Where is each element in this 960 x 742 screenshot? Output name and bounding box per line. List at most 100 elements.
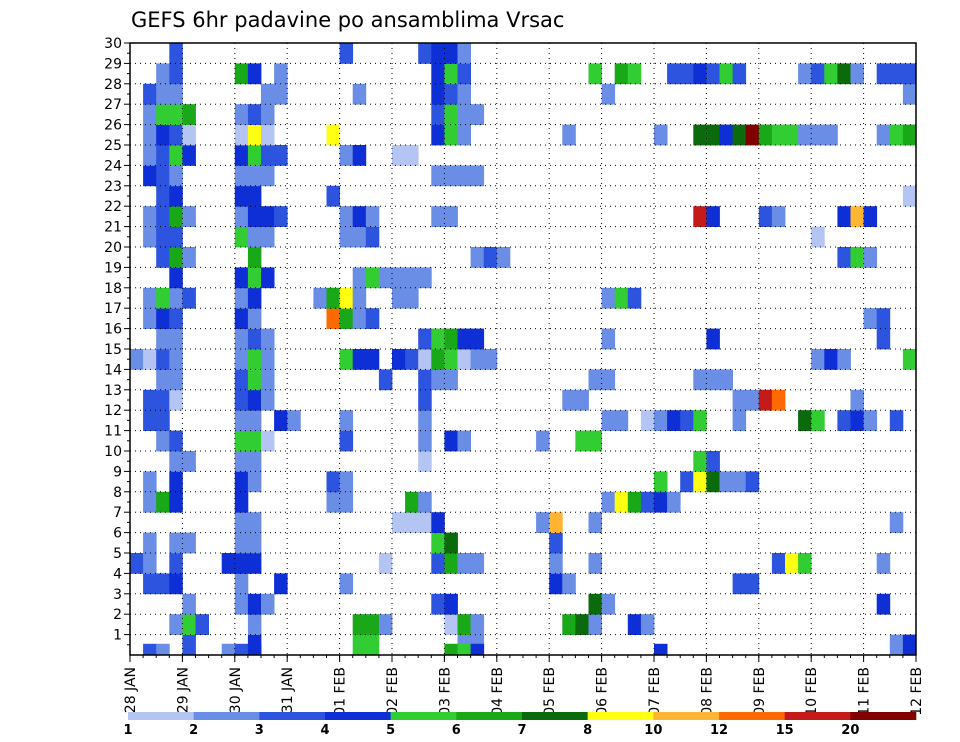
heatmap-cell [352, 83, 367, 105]
heatmap-cell [758, 124, 773, 146]
heatmap-cell [247, 430, 262, 452]
x-tick-label: 05 FEB [542, 667, 558, 716]
heatmap-cell [732, 573, 747, 595]
heatmap-cell [182, 634, 196, 656]
heatmap-cell [247, 206, 262, 227]
heatmap-cell [588, 593, 602, 615]
heatmap-cell [261, 349, 275, 370]
heatmap-cell [247, 410, 262, 431]
heatmap-cell [614, 410, 629, 431]
heatmap-cell [156, 185, 170, 207]
colorbar-label: 4 [320, 723, 329, 738]
heatmap-cell [261, 83, 275, 105]
heatmap-cell [627, 63, 642, 85]
heatmap-cell [234, 410, 249, 431]
heatmap-cell [261, 145, 275, 166]
y-tick-label: 27 [104, 97, 122, 113]
heatmap-cell [562, 614, 576, 635]
colorbar-swatch [522, 712, 588, 720]
heatmap-cell [234, 389, 249, 411]
heatmap-cell [313, 287, 327, 309]
heatmap-cell [365, 349, 380, 370]
colorbar-label: 6 [452, 723, 461, 738]
heatmap-cell [601, 491, 616, 513]
heatmap-cell [627, 614, 642, 635]
heatmap-cell [811, 124, 825, 146]
heatmap-cell [234, 643, 249, 655]
heatmap-cell [234, 206, 249, 227]
heatmap-cell [247, 389, 262, 411]
heatmap-cell [562, 389, 576, 411]
heatmap-cell [156, 410, 170, 431]
heatmap-cell [771, 389, 786, 411]
heatmap-cell [470, 328, 485, 350]
heatmap-cell [680, 471, 694, 493]
heatmap-cell [889, 512, 904, 533]
heatmap-cell [156, 491, 170, 513]
heatmap-cell [719, 471, 733, 493]
heatmap-cell [811, 63, 825, 85]
y-tick-label: 7 [113, 505, 122, 521]
heatmap-cell [143, 308, 157, 329]
colorbar-swatch [128, 712, 194, 720]
heatmap-cell [169, 430, 183, 452]
heatmap-cell [444, 369, 458, 391]
colorbar-legend: 1 2 3 4 5 6 7 8 10 12 15 20 [123, 712, 917, 738]
heatmap-cell [732, 389, 747, 411]
heatmap-cell [863, 308, 878, 329]
heatmap-cell [156, 206, 170, 227]
heatmap-cell [667, 63, 681, 85]
heatmap-cell [444, 206, 458, 227]
heatmap-cell [234, 63, 249, 85]
heatmap-cell [234, 593, 249, 615]
heatmap-cell [824, 124, 838, 146]
heatmap-cell [182, 532, 196, 554]
heatmap-cell [431, 104, 445, 125]
heatmap-cell [601, 369, 616, 391]
heatmap-cell [418, 512, 432, 533]
heatmap-cell [234, 287, 249, 309]
heatmap-cell [470, 349, 485, 370]
heatmap-cell [156, 247, 170, 268]
heatmap-cell [405, 491, 419, 513]
heatmap-cell [902, 185, 917, 207]
heatmap-cell [169, 308, 183, 329]
heatmap-cell [902, 83, 917, 105]
heatmap-cell [431, 349, 445, 370]
heatmap-cell [195, 614, 209, 635]
colorbar-swatch [653, 712, 720, 720]
heatmap-cell [247, 614, 262, 635]
heatmap-cell [405, 512, 419, 533]
heatmap-cell [234, 573, 249, 595]
heatmap-cell [339, 287, 354, 309]
heatmap-cell [562, 573, 576, 595]
heatmap-cell [627, 287, 642, 309]
heatmap-cell [457, 328, 471, 350]
heatmap-cell [745, 124, 760, 146]
heatmap-cell [457, 43, 471, 64]
y-tick-label: 10 [104, 444, 122, 460]
heatmap-cell [392, 287, 406, 309]
heatmap-cell [785, 124, 799, 146]
heatmap-cell [824, 63, 838, 85]
heatmap-cell [837, 63, 851, 85]
heatmap-cell [261, 328, 275, 350]
heatmap-cell [261, 267, 275, 289]
heatmap-cell [614, 491, 629, 513]
heatmap-cell [143, 643, 157, 655]
y-tick-label: 17 [104, 301, 122, 317]
heatmap-cell [339, 430, 354, 452]
x-tick-label: 06 FEB [595, 667, 611, 716]
x-tick-label: 29 JAN [175, 667, 191, 713]
heatmap-cell [156, 287, 170, 309]
heatmap-cell [169, 471, 183, 493]
heatmap-cell [247, 369, 262, 391]
heatmap-cell [261, 226, 275, 248]
heatmap-cell [156, 430, 170, 452]
y-tick-label: 18 [104, 281, 122, 297]
heatmap-cell [247, 104, 262, 125]
heatmap-cell [365, 267, 380, 289]
x-tick-label: 08 FEB [699, 667, 715, 716]
heatmap-cell [444, 328, 458, 350]
